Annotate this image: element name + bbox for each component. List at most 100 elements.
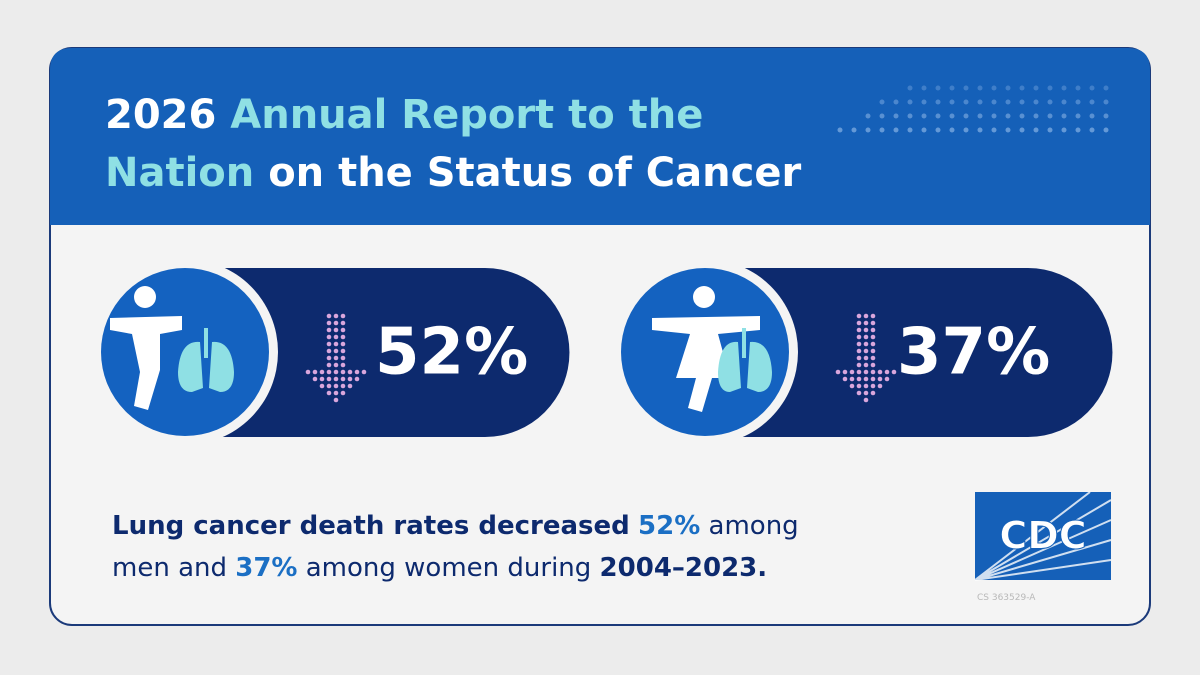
dot	[863, 327, 869, 333]
dot	[856, 383, 862, 389]
dot	[877, 369, 883, 375]
dot	[935, 127, 941, 133]
dot	[340, 390, 346, 396]
dot	[1019, 85, 1025, 91]
dot	[305, 369, 311, 375]
dot	[326, 320, 332, 326]
dot	[963, 127, 969, 133]
dot	[1075, 99, 1081, 105]
dot	[849, 376, 855, 382]
dot	[326, 390, 332, 396]
dot	[870, 362, 876, 368]
dot	[347, 383, 353, 389]
dot	[1061, 85, 1067, 91]
dot	[863, 369, 869, 375]
dot	[856, 348, 862, 354]
caption-part: 2004–2023.	[600, 553, 768, 583]
dot	[863, 390, 869, 396]
dot	[333, 397, 339, 403]
header-dots	[837, 85, 1109, 133]
dot	[1005, 127, 1011, 133]
dot	[884, 376, 890, 382]
dot	[991, 113, 997, 119]
dot	[907, 127, 913, 133]
dot	[863, 397, 869, 403]
dot	[849, 383, 855, 389]
caption-part: men and	[112, 553, 227, 583]
dot	[856, 369, 862, 375]
dot	[340, 320, 346, 326]
dot	[1103, 99, 1109, 105]
dot	[935, 85, 941, 91]
dot	[870, 327, 876, 333]
dot	[1019, 113, 1025, 119]
dot	[1075, 113, 1081, 119]
dot	[326, 369, 332, 375]
dot	[977, 113, 983, 119]
dot	[863, 320, 869, 326]
dot	[921, 127, 927, 133]
dot	[1089, 85, 1095, 91]
dot	[1089, 99, 1095, 105]
title-part: on the Status of Cancer	[268, 150, 801, 196]
dot	[1033, 85, 1039, 91]
dot	[949, 85, 955, 91]
title-line-1: 2026 Annual Report to the	[105, 92, 703, 138]
dot	[312, 369, 318, 375]
dot	[884, 369, 890, 375]
dot	[326, 334, 332, 340]
dot	[907, 99, 913, 105]
stat-value: 37%	[897, 316, 1050, 390]
dot	[1033, 113, 1039, 119]
dot	[340, 383, 346, 389]
dot	[863, 334, 869, 340]
title-part: Nation	[105, 150, 254, 196]
dot	[921, 113, 927, 119]
dot	[361, 369, 367, 375]
dot	[991, 127, 997, 133]
dot	[879, 113, 885, 119]
dot	[340, 348, 346, 354]
dot	[870, 341, 876, 347]
dot	[1019, 99, 1025, 105]
dot	[347, 376, 353, 382]
dot	[921, 85, 927, 91]
dot	[842, 376, 848, 382]
dot	[340, 327, 346, 333]
dot	[333, 341, 339, 347]
dot	[333, 383, 339, 389]
dot	[340, 362, 346, 368]
dot	[893, 113, 899, 119]
dot	[963, 99, 969, 105]
caption-part: 52%	[638, 511, 700, 541]
header-band	[50, 48, 1150, 225]
dot	[870, 369, 876, 375]
dot	[865, 113, 871, 119]
dot	[326, 383, 332, 389]
stat-pill	[190, 268, 570, 437]
dot	[333, 334, 339, 340]
down-arrow	[305, 313, 367, 403]
dot	[326, 362, 332, 368]
dot	[1089, 113, 1095, 119]
dot	[1047, 99, 1053, 105]
down-arrow	[835, 313, 897, 403]
logo-box	[975, 492, 1111, 580]
dot	[851, 127, 857, 133]
dot	[1005, 113, 1011, 119]
dot	[865, 127, 871, 133]
dot	[877, 376, 883, 382]
dot	[1033, 127, 1039, 133]
dot	[340, 334, 346, 340]
dot	[879, 99, 885, 105]
dot	[863, 362, 869, 368]
dot	[326, 313, 332, 319]
dot	[870, 313, 876, 319]
caption-part: among	[709, 511, 799, 541]
cdc-logo: CDC	[974, 491, 1112, 581]
dot	[1075, 85, 1081, 91]
dot	[1103, 85, 1109, 91]
dot	[837, 127, 843, 133]
dot	[333, 313, 339, 319]
stat-pill	[710, 268, 1113, 437]
